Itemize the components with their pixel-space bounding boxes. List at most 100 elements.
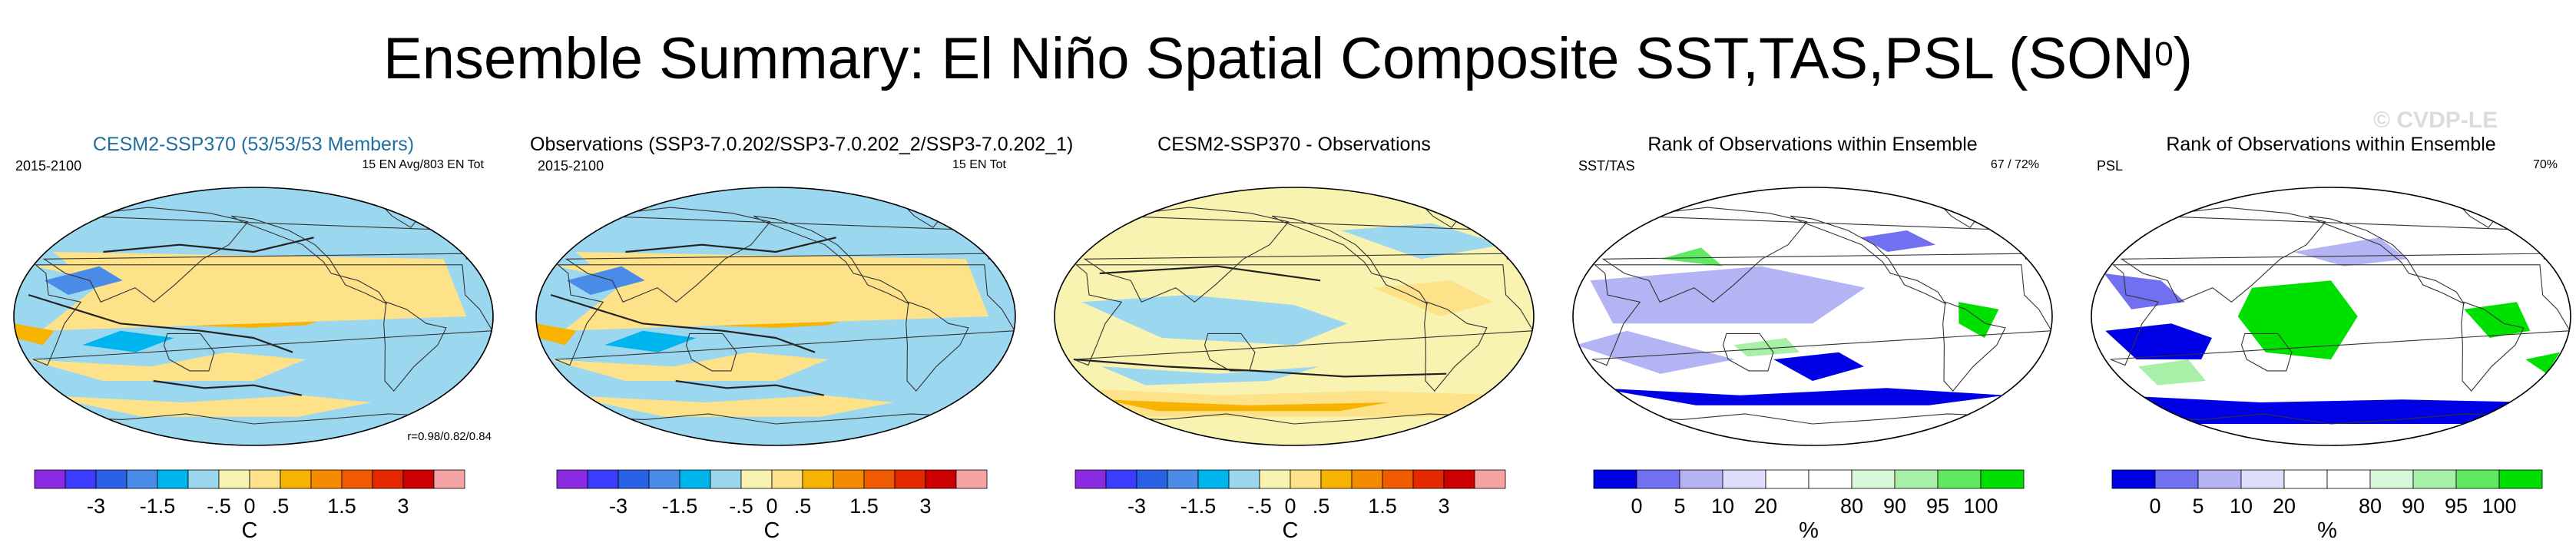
colorbar-segment [2455, 469, 2500, 489]
colorbar-segment [1259, 469, 1291, 489]
colorbar-tick-label: 5 [1674, 495, 1685, 518]
colorbar: -3 -1.5 -.5 0 .5 1.5 3 C [556, 469, 988, 543]
field-region [548, 352, 828, 381]
panel-percent-label: 67 / 72% [1990, 158, 2039, 171]
colorbar-unit-label: % [2317, 518, 2337, 543]
field-layer [1072, 198, 1534, 445]
colorbar-segment [157, 469, 189, 489]
map-border [1572, 187, 2053, 446]
coastline-north-america [230, 215, 388, 305]
colorbar-tick-label: 5 [2192, 495, 2204, 518]
coastline-australia [685, 333, 737, 372]
panel-count-label: 15 EN Tot [952, 158, 1006, 171]
colorbar-tick-label: 1.5 [327, 495, 356, 518]
colorbar-tick-label: -3 [609, 495, 627, 518]
field-layer [2104, 198, 2571, 445]
colorbar: 0 5 10 20 80 90 95 100% [2111, 469, 2543, 543]
colorbar-tick-label: 20 [2273, 495, 2296, 518]
colorbar-segment [1722, 469, 1766, 489]
colorbar-segment [1412, 469, 1445, 489]
colorbar-tick-label: 100 [1963, 495, 1998, 518]
coastline-africa [32, 264, 493, 366]
field-region [536, 323, 577, 346]
watermark: © CVDP-LE [2373, 108, 2498, 133]
colorbar-segment [280, 469, 312, 489]
figure-title-superscript: 0 [2154, 35, 2174, 73]
contour-line [1099, 265, 1321, 282]
colorbar-segment [1474, 469, 1506, 489]
contour-line [550, 293, 816, 353]
colorbar-segment [1937, 469, 1982, 489]
panel-percent-label: 70% [2532, 158, 2558, 171]
field-region [2464, 302, 2531, 338]
colorbar-segment [1765, 469, 1809, 489]
colorbar-segment [2197, 469, 2242, 489]
colorbar-tick-label: -.5 [729, 495, 753, 518]
colorbar-segment [65, 469, 97, 489]
colorbar-segment [648, 469, 680, 489]
coastline-eurasia [2120, 207, 2558, 303]
field-region [26, 352, 306, 381]
field-layer [1575, 198, 2052, 445]
colorbar-segment [1290, 469, 1322, 489]
colorbar-tick-label: 90 [1883, 495, 1906, 518]
field-region [82, 330, 174, 352]
coastline-africa [1591, 264, 2052, 366]
colorbar-unit-label: % [1799, 518, 1819, 543]
colorbar: -3 -1.5 -.5 0 .5 1.5 3 C [1074, 469, 1506, 543]
panel-variable-label: PSL [2097, 158, 2124, 174]
colorbar-segment [1197, 469, 1230, 489]
colorbar-segment [587, 469, 619, 489]
coastline-eurasia [1601, 207, 2039, 303]
field-region [2138, 359, 2207, 386]
coastline-north-america [2308, 215, 2465, 305]
coastline-australia [1204, 333, 1256, 372]
colorbar-segment [433, 469, 465, 489]
colorbar-tick-label: 3 [919, 495, 931, 518]
field-region [44, 266, 123, 295]
colorbar-segment [2283, 469, 2328, 489]
panel-difference: CESM2-SSP370 - Observations -3 -1.5 -.5 0 .5… [1048, 132, 1540, 556]
coastline-eurasia [42, 207, 480, 303]
field-region [566, 266, 645, 295]
field-region [1733, 338, 1800, 357]
colorbar-segment [1074, 469, 1107, 489]
field-region [1372, 280, 1494, 316]
contour-line [103, 237, 314, 253]
colorbar-segment [2240, 469, 2285, 489]
coastline-australia [163, 333, 215, 372]
coastline-north-america [753, 215, 910, 305]
colorbar-segment [1167, 469, 1199, 489]
contour-line [28, 293, 293, 353]
colorbar-tick-label: -3 [87, 495, 105, 518]
map-border [1054, 187, 1535, 446]
colorbar-segment [1593, 469, 1637, 489]
field-region [1575, 330, 1735, 374]
colorbar-unit-label: C [242, 518, 258, 543]
colorbar-tick-label: -1.5 [140, 495, 176, 518]
field-layer [14, 198, 493, 445]
field-region [1773, 352, 1864, 381]
colorbar-segment [2326, 469, 2371, 489]
map [13, 187, 494, 446]
colorbar-tick-label: -1.5 [1180, 495, 1217, 518]
field-region [1860, 230, 1936, 252]
colorbar-tick-label: 0 [1631, 495, 1642, 518]
colorbar-segment [925, 469, 957, 489]
contour-line [625, 237, 836, 253]
colorbar-segment [1443, 469, 1475, 489]
panel-period-label: 2015-2100 [15, 158, 82, 174]
field-region [41, 252, 467, 331]
colorbar-segment [1980, 469, 2025, 489]
colorbar-segment [126, 469, 158, 489]
colorbar-tick-label: .5 [1313, 495, 1330, 518]
coastline-africa [2110, 264, 2571, 366]
field-region [1341, 223, 1504, 260]
map-border [535, 187, 1016, 446]
colorbar-tick-label: 0 [766, 495, 777, 518]
colorbar-segment [1105, 469, 1137, 489]
colorbar-tick-label: -.5 [1247, 495, 1272, 518]
colorbar-segment [955, 469, 988, 489]
field-region [1590, 266, 1866, 324]
contour-line [1073, 358, 1447, 378]
